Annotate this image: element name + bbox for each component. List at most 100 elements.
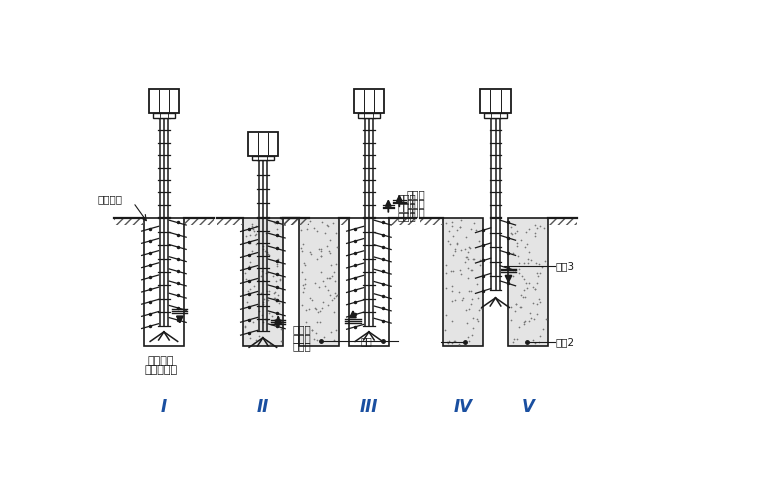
Point [271, 298, 283, 305]
Point [271, 291, 283, 299]
Point [300, 306, 312, 314]
Point [323, 247, 335, 254]
Point [262, 250, 274, 258]
Point [510, 300, 522, 308]
Point [314, 318, 326, 325]
Point [454, 223, 466, 230]
Point [328, 309, 340, 316]
Point [459, 258, 471, 265]
Point [240, 276, 252, 283]
Point [510, 300, 522, 308]
Point [301, 225, 313, 233]
Point [244, 231, 256, 239]
Point [442, 339, 454, 347]
Point [246, 222, 258, 230]
Point [271, 225, 283, 233]
Point [321, 242, 334, 250]
Point [252, 240, 264, 247]
Point [462, 255, 474, 263]
Point [315, 247, 327, 255]
Point [297, 240, 309, 248]
Point [455, 216, 467, 224]
Point [470, 226, 482, 234]
Point [531, 300, 543, 308]
Point [331, 291, 343, 299]
Point [316, 304, 328, 312]
Point [456, 296, 468, 304]
Point [474, 256, 486, 264]
Point [459, 245, 471, 252]
Point [257, 300, 269, 308]
Point [313, 245, 325, 253]
Point [302, 305, 315, 313]
Point [248, 282, 260, 290]
Point [524, 257, 537, 264]
Point [257, 245, 269, 253]
Point [325, 236, 337, 244]
Point [537, 225, 549, 232]
Text: 液由钻: 液由钻 [397, 202, 416, 212]
Point [449, 245, 461, 253]
Point [531, 272, 543, 280]
Point [520, 280, 532, 288]
Point [464, 288, 477, 295]
Bar [217, 218, 243, 225]
Point [304, 217, 316, 225]
Point [439, 270, 451, 277]
Point [467, 331, 479, 338]
Point [518, 286, 530, 294]
Point [300, 318, 312, 326]
Bar [248, 132, 278, 156]
Point [448, 247, 461, 255]
Point [462, 333, 474, 341]
Point [247, 226, 259, 233]
Point [464, 225, 477, 232]
Point [321, 286, 334, 294]
Point [249, 240, 261, 248]
Point [296, 301, 309, 309]
Point [529, 286, 541, 293]
Bar [547, 218, 577, 225]
Point [454, 224, 467, 231]
Point [518, 318, 530, 326]
Point [264, 340, 276, 348]
Point [325, 274, 337, 282]
Point [507, 338, 519, 346]
Point [473, 237, 486, 245]
Point [508, 335, 520, 343]
Point [515, 237, 527, 244]
Point [440, 262, 452, 269]
Point [507, 250, 519, 257]
Point [321, 222, 334, 230]
Point [297, 284, 309, 291]
Point [448, 337, 461, 345]
Point [523, 338, 535, 346]
Point [262, 268, 274, 276]
Point [305, 250, 317, 257]
Point [312, 283, 325, 290]
Text: 液由钻: 液由钻 [407, 198, 426, 208]
Text: III: III [359, 398, 378, 416]
Point [465, 266, 477, 274]
Point [324, 291, 336, 299]
Point [461, 264, 473, 272]
Point [249, 339, 261, 347]
Bar [144, 218, 184, 346]
Point [239, 322, 251, 329]
Point [299, 275, 311, 283]
Point [454, 266, 467, 274]
Point [260, 229, 272, 237]
Point [316, 218, 328, 226]
Point [534, 269, 546, 276]
Point [507, 266, 519, 274]
Point [263, 288, 275, 295]
Point [518, 321, 530, 328]
Text: 头喷出: 头喷出 [407, 207, 426, 217]
Point [464, 337, 476, 345]
Point [330, 260, 342, 267]
Point [463, 287, 475, 295]
Point [323, 275, 335, 282]
Point [318, 229, 331, 237]
Bar [444, 218, 483, 346]
Point [445, 288, 458, 295]
